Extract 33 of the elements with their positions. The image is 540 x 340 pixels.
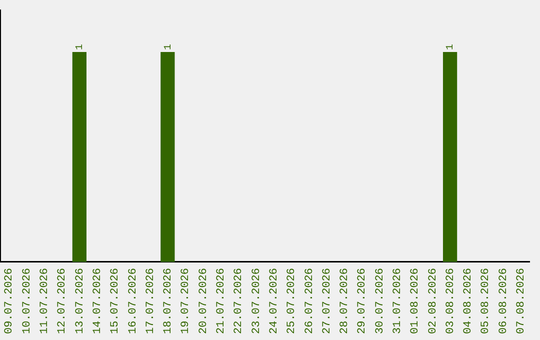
x-tick-label: 24.07.2026 xyxy=(268,268,280,334)
x-tick-label: 12.07.2026 xyxy=(56,268,69,334)
x-tick-label: 13.07.2026 xyxy=(74,268,86,334)
x-tick-label: 15.07.2026 xyxy=(110,268,122,334)
x-tick-label: 25.07.2026 xyxy=(286,268,298,334)
data-label: 1 xyxy=(446,44,457,50)
x-tick-label: 21.07.2026 xyxy=(216,268,228,334)
x-tick-label: 10.07.2026 xyxy=(21,268,34,334)
x-tick-label: 02.08.2026 xyxy=(427,268,440,334)
x-tick-label: 09.07.2026 xyxy=(4,268,16,334)
x-tick-label: 01.08.2026 xyxy=(410,268,422,334)
x-tick-label: 27.07.2026 xyxy=(321,268,334,334)
x-tick-label: 31.07.2026 xyxy=(392,268,404,334)
x-tick-label: 28.07.2026 xyxy=(339,268,352,334)
x-tick-label: 11.07.2026 xyxy=(39,268,52,334)
x-tick-label: 30.07.2026 xyxy=(374,268,386,334)
x-tick-label: 23.07.2026 xyxy=(250,268,263,334)
data-label: 1 xyxy=(75,44,86,50)
x-tick-label: 05.08.2026 xyxy=(480,268,492,334)
x-tick-label: 04.08.2026 xyxy=(462,268,475,334)
x-tick-label: 07.08.2026 xyxy=(516,268,528,334)
x-tick-label: 26.07.2026 xyxy=(304,268,316,334)
x-tick-label: 20.07.2026 xyxy=(198,268,210,334)
x-tick-label: 14.07.2026 xyxy=(92,268,104,334)
x-tick-label: 16.07.2026 xyxy=(127,268,140,334)
x-tick-label: 18.07.2026 xyxy=(162,268,175,334)
x-tick-label: 29.07.2026 xyxy=(356,268,369,334)
x-tick-label: 06.08.2026 xyxy=(498,268,510,334)
x-tick-label: 22.07.2026 xyxy=(233,268,246,334)
data-label: 1 xyxy=(163,44,174,50)
x-tick-label: 19.07.2026 xyxy=(180,268,192,334)
x-tick-label: 17.07.2026 xyxy=(144,268,157,334)
x-tick-label: 03.08.2026 xyxy=(444,268,457,334)
